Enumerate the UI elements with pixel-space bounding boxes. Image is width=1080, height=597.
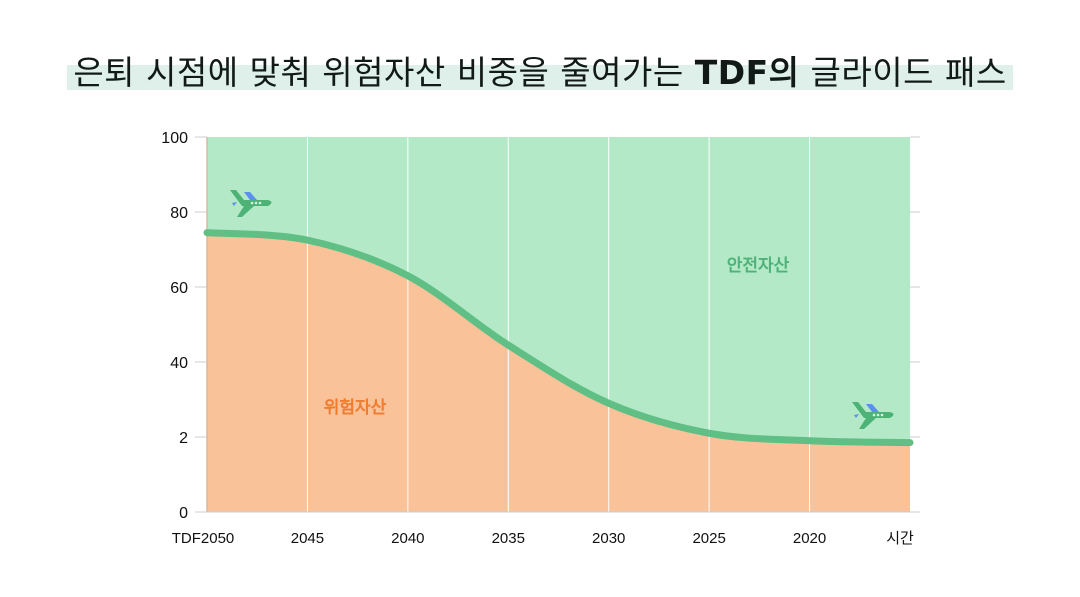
safe-asset-label: 안전자산 [727,256,790,276]
title-prefix: 은퇴 시점에 맞춰 위험자산 비중을 줄여가는 [73,53,695,92]
y-tick-label: 2 [179,430,188,447]
y-tick-label: 80 [170,205,188,222]
x-tick-label: 2035 [492,530,525,547]
title-bold: TDF의 [694,53,800,92]
risk-asset-area [207,232,910,512]
chart-title: 은퇴 시점에 맞춰 위험자산 비중을 줄여가는 TDF의 글라이드 패스 [67,46,1013,94]
title-suffix: 글라이드 패스 [799,53,1007,92]
x-tick-label: 2025 [692,530,725,547]
y-tick-label: 40 [170,355,188,372]
x-tick-label: TDF2050 [172,530,235,547]
x-tick-label: 2020 [793,530,826,547]
x-tick-label: 시간 [886,530,914,547]
x-tick-label: 2045 [291,530,324,547]
y-tick-label: 100 [161,130,188,147]
airplane-icon [852,402,894,429]
x-tick-label: 2040 [391,530,424,547]
glide-path-line [203,229,914,447]
y-tick-label: 60 [170,280,188,297]
y-tick-label: 0 [179,505,188,522]
x-tick-label: 2030 [592,530,625,547]
risk-asset-label: 위험자산 [324,397,387,418]
airplane-icon [230,190,272,217]
chart-title-wrap: 은퇴 시점에 맞춰 위험자산 비중을 줄여가는 TDF의 글라이드 패스 [0,46,1080,94]
